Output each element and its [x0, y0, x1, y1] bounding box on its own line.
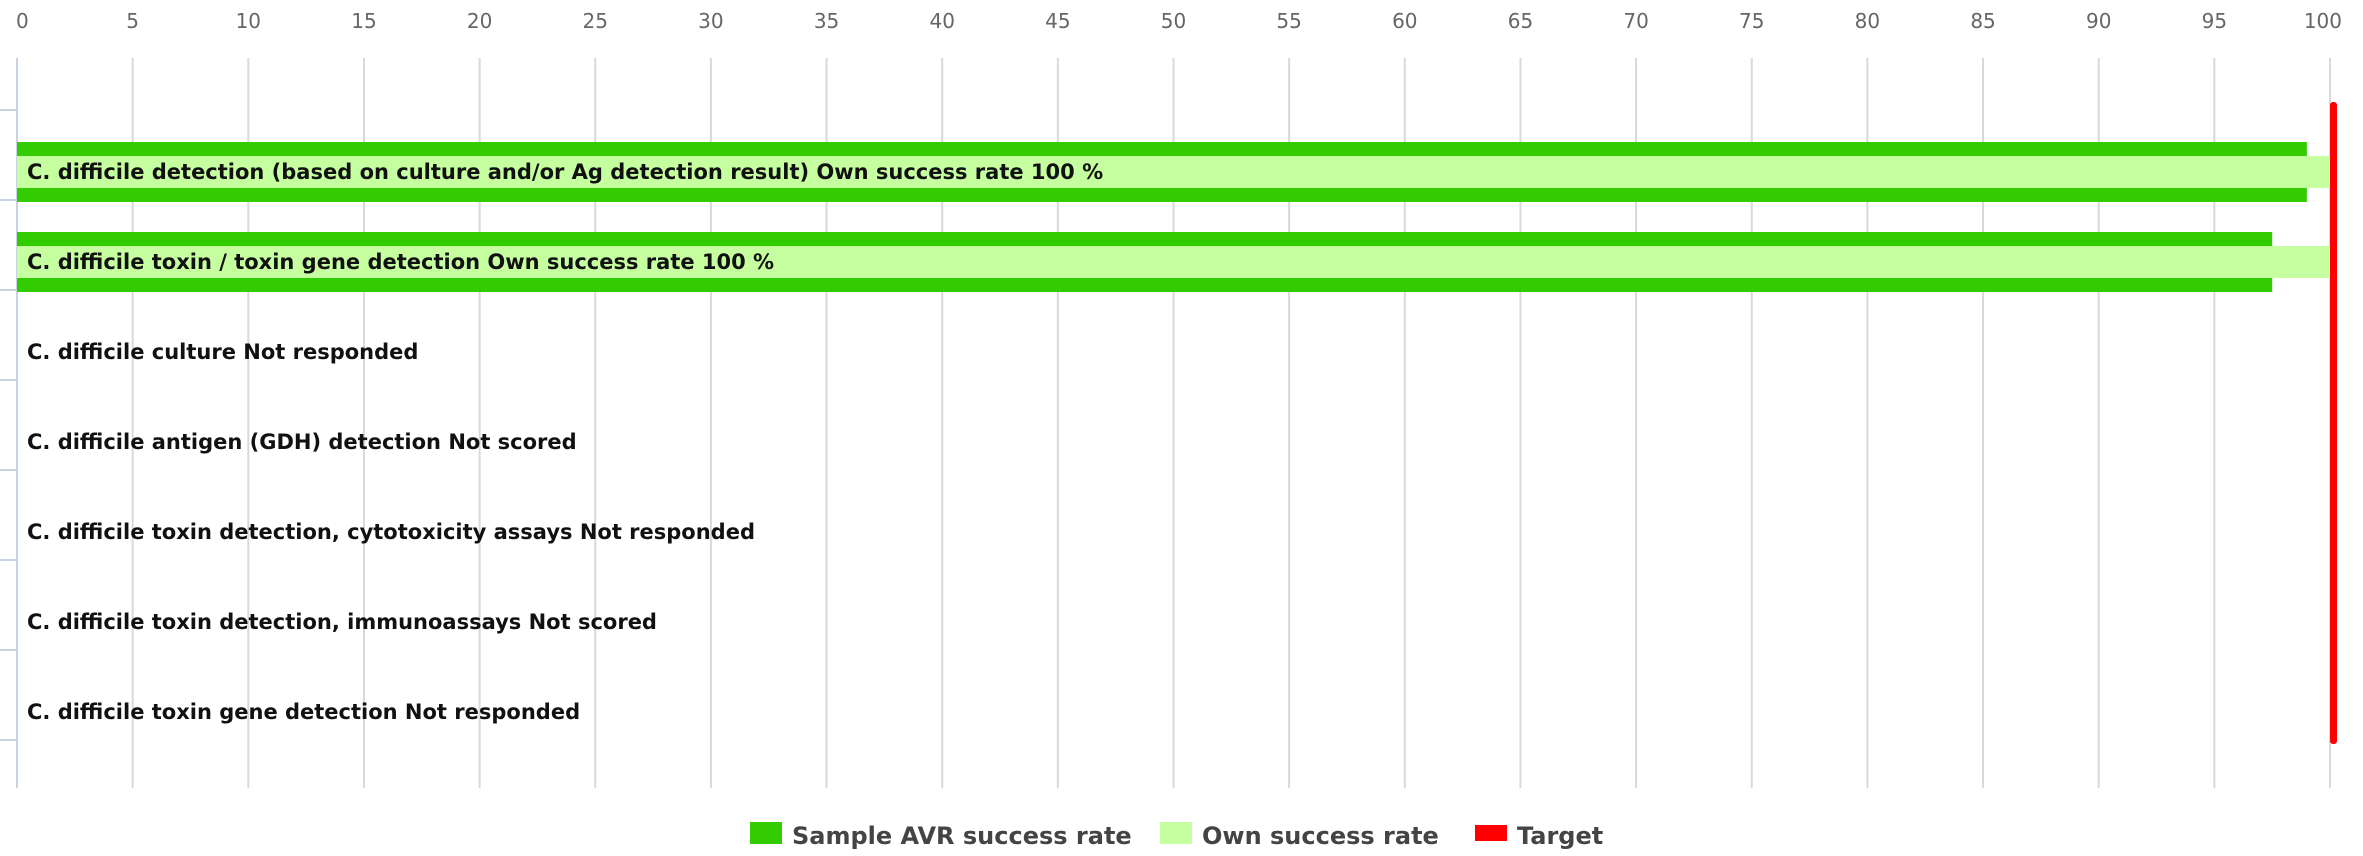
category-labels: C. difficile detection (based on culture…	[27, 160, 1103, 724]
avr-bar-bottom-0[interactable]	[17, 188, 2307, 202]
x-tick-label-55: 55	[1276, 9, 1301, 33]
x-tick-label-50: 50	[1161, 9, 1186, 33]
legend-item-0[interactable]: Sample AVR success rate	[750, 822, 1132, 850]
legend-label-1: Own success rate	[1202, 822, 1439, 850]
own-bar-1[interactable]	[17, 246, 2330, 278]
legend-item-2[interactable]: Target	[1475, 822, 1603, 850]
x-tick-label-0: 0	[16, 9, 29, 33]
category-label-4: C. difficile toxin detection, cytotoxici…	[27, 520, 755, 544]
x-tick-label-40: 40	[929, 9, 954, 33]
x-tick-label-60: 60	[1392, 9, 1417, 33]
legend-swatch-0	[750, 822, 782, 844]
category-label-0: C. difficile detection (based on culture…	[27, 160, 1103, 184]
x-tick-label-15: 15	[351, 9, 376, 33]
target-marker	[2330, 102, 2337, 744]
x-tick-label-30: 30	[698, 9, 723, 33]
x-tick-label-45: 45	[1045, 9, 1070, 33]
x-tick-label-5: 5	[126, 9, 139, 33]
x-tick-label-100: 100	[2304, 9, 2342, 33]
avr-bar-top-1[interactable]	[17, 232, 2273, 246]
category-label-2: C. difficile culture Not responded	[27, 340, 418, 364]
category-label-5: C. difficile toxin detection, immunoassa…	[27, 610, 657, 634]
legend-label-0: Sample AVR success rate	[792, 822, 1132, 850]
avr-bar-bottom-1[interactable]	[17, 278, 2273, 292]
bars	[17, 142, 2330, 292]
legend[interactable]: Sample AVR success rate Own success rate T…	[750, 822, 1603, 850]
x-axis: 0 5 10 15 20 25 30 35 40 45 50 55 60 65 70 75 80 85 90 95 10…	[0, 9, 2342, 741]
x-tick-label-35: 35	[814, 9, 839, 33]
x-tick-label-70: 70	[1623, 9, 1648, 33]
x-tick-label-10: 10	[236, 9, 261, 33]
legend-item-1[interactable]: Own success rate	[1160, 822, 1439, 850]
x-tick-label-90: 90	[2086, 9, 2111, 33]
x-tick-label-20: 20	[467, 9, 492, 33]
category-label-1: C. difficile toxin / toxin gene detectio…	[27, 250, 774, 274]
category-label-6: C. difficile toxin gene detection Not re…	[27, 700, 580, 724]
own-bar-0[interactable]	[17, 156, 2330, 188]
legend-swatch-1	[1160, 822, 1192, 844]
x-tick-label-95: 95	[2202, 9, 2227, 33]
x-tick-label-65: 65	[1508, 9, 1533, 33]
x-tick-label-75: 75	[1739, 9, 1764, 33]
category-label-3: C. difficile antigen (GDH) detection Not…	[27, 430, 577, 454]
x-tick-label-25: 25	[583, 9, 608, 33]
avr-bar-top-0[interactable]	[17, 142, 2307, 156]
legend-swatch-2	[1475, 825, 1507, 841]
x-tick-label-80: 80	[1855, 9, 1880, 33]
x-tick-label-85: 85	[1970, 9, 1995, 33]
legend-label-2: Target	[1517, 822, 1603, 850]
target-line	[2330, 102, 2337, 744]
